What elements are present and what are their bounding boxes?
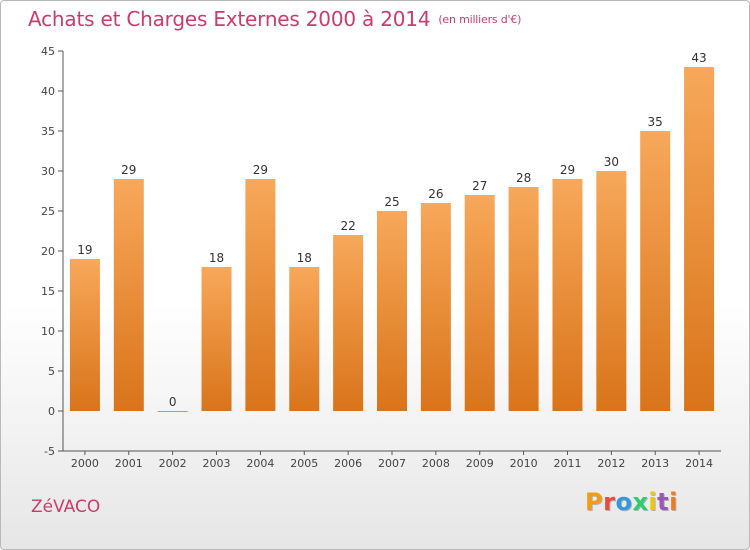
data-label: 29	[560, 163, 575, 177]
x-tick-label: 2010	[510, 457, 538, 470]
x-tick-label: 2008	[422, 457, 450, 470]
x-tick-label: 2006	[334, 457, 362, 470]
data-label: 0	[169, 395, 177, 409]
x-tick-label: 2002	[159, 457, 187, 470]
chart-title-text: Achats et Charges Externes 2000 à 2014	[28, 7, 431, 31]
data-label: 18	[209, 251, 224, 265]
proxiti-logo: Proxiti	[585, 488, 678, 516]
y-tick-label: 25	[41, 205, 55, 218]
x-tick-label: 2007	[378, 457, 406, 470]
bar	[684, 67, 715, 411]
bar	[289, 267, 320, 411]
y-tick-label: 15	[41, 285, 55, 298]
data-label: 25	[384, 195, 399, 209]
x-tick-label: 2005	[290, 457, 318, 470]
bar	[552, 179, 583, 411]
x-tick-label: 2000	[71, 457, 99, 470]
x-tick-label: 2003	[203, 457, 231, 470]
bar	[508, 187, 539, 411]
x-tick-label: 2013	[641, 457, 669, 470]
data-label: 18	[297, 251, 312, 265]
logo-letter: P	[585, 488, 604, 516]
data-label: 29	[253, 163, 268, 177]
logo-letter: x	[632, 488, 649, 516]
chart-subtitle: (en milliers d'€)	[438, 13, 522, 26]
data-label: 27	[472, 179, 487, 193]
bar	[113, 179, 144, 411]
logo-letter: i	[648, 488, 658, 516]
bar	[464, 195, 495, 411]
bar	[69, 259, 100, 411]
y-tick-label: 5	[48, 365, 55, 378]
x-tick-label: 2009	[466, 457, 494, 470]
x-tick-label: 2004	[246, 457, 274, 470]
data-label: 43	[691, 51, 706, 65]
bar	[640, 131, 671, 411]
bar	[596, 171, 627, 411]
commune-name: ZéVACO	[31, 497, 101, 517]
x-tick-label: 2014	[685, 457, 713, 470]
data-label: 19	[77, 243, 92, 257]
chart-title: Achats et Charges Externes 2000 à 2014 (e…	[28, 7, 521, 31]
logo-letter: t	[657, 488, 670, 516]
y-tick-label: -5	[44, 445, 55, 458]
bar	[420, 203, 451, 411]
data-label: 28	[516, 171, 531, 185]
data-label: 22	[340, 219, 355, 233]
logo-letter: r	[603, 488, 616, 516]
logo-letter: o	[615, 488, 633, 516]
logo-letter: i	[669, 488, 678, 516]
y-tick-label: 20	[41, 245, 55, 258]
y-tick-label: 35	[41, 125, 55, 138]
bar	[201, 267, 232, 411]
y-tick-label: 10	[41, 325, 55, 338]
y-tick-label: 30	[41, 165, 55, 178]
bar	[333, 235, 364, 411]
y-tick-label: 45	[41, 45, 55, 58]
data-label: 26	[428, 187, 443, 201]
y-tick-label: 0	[48, 405, 55, 418]
bar	[245, 179, 276, 411]
y-tick-label: 40	[41, 85, 55, 98]
data-label: 30	[604, 155, 619, 169]
bar	[377, 211, 407, 411]
x-tick-label: 2012	[597, 457, 625, 470]
data-label: 35	[648, 115, 663, 129]
bar	[157, 411, 188, 412]
x-tick-label: 2011	[553, 457, 581, 470]
x-tick-label: 2001	[115, 457, 143, 470]
data-label: 29	[121, 163, 136, 177]
